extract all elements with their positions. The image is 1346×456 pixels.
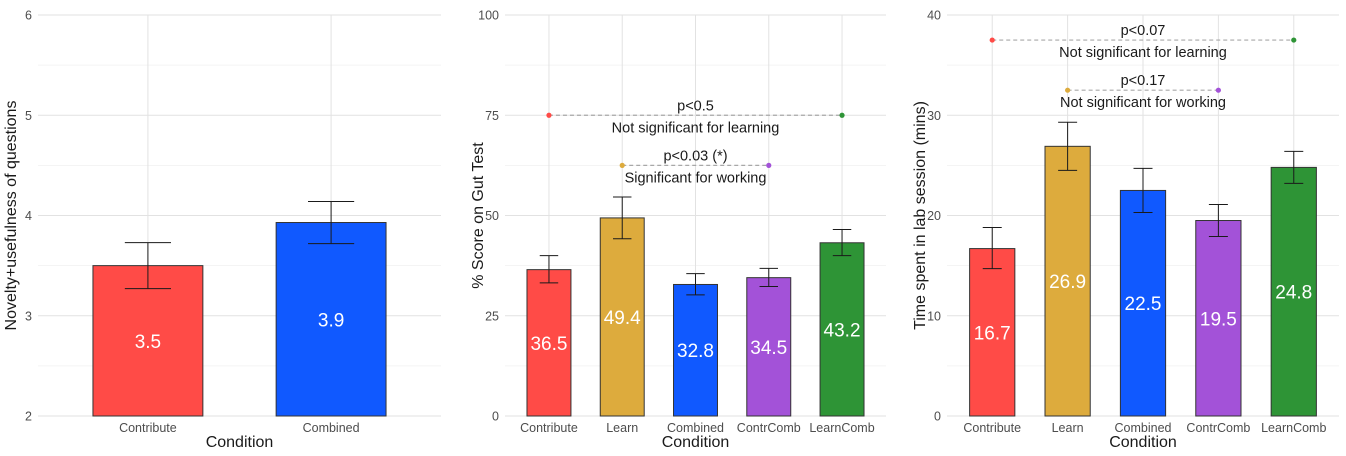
bar-value-label: 32.8 bbox=[677, 341, 714, 362]
bar-value-label: 22.5 bbox=[1125, 294, 1162, 315]
bar-value-label: 3.5 bbox=[135, 332, 161, 353]
x-tick-label: LearnComb bbox=[1261, 421, 1326, 435]
bar-value-label: 16.7 bbox=[974, 323, 1011, 344]
chart-panel-3: 0 10 20 30 40 16.7 26.9 22.5 19.5 24.8 p<0.07 Not s… bbox=[912, 9, 1339, 451]
y-tick-label: 0 bbox=[492, 410, 499, 424]
significance-note: Significant for working bbox=[625, 170, 767, 186]
y-tick-label: 20 bbox=[927, 209, 941, 223]
x-axis-title: Condition bbox=[662, 434, 730, 451]
x-tick-label: Learn bbox=[1052, 421, 1084, 435]
y-tick-label: 30 bbox=[927, 109, 941, 123]
significance-endpoint bbox=[1291, 37, 1297, 43]
x-tick-label: Combined bbox=[303, 421, 360, 435]
y-axis-title: % Score on Gut Test bbox=[470, 142, 487, 289]
bar-value-label: 26.9 bbox=[1049, 272, 1086, 293]
y-tick-label: 4 bbox=[25, 209, 32, 223]
significance-note: Not significant for learning bbox=[1059, 45, 1227, 61]
significance-note: Not significant for working bbox=[1060, 95, 1226, 111]
significance-endpoint bbox=[619, 162, 625, 168]
bar-value-label: 34.5 bbox=[750, 338, 787, 359]
significance-pvalue: p<0.5 bbox=[677, 98, 714, 114]
y-tick-label: 3 bbox=[25, 309, 32, 323]
y-axis-title: Time spent in lab session (mins) bbox=[912, 101, 929, 330]
significance-endpoint bbox=[1215, 87, 1221, 93]
bar-contrcomb bbox=[1195, 220, 1242, 417]
significance-pvalue: p<0.07 bbox=[1121, 23, 1166, 39]
y-tick-label: 6 bbox=[25, 9, 32, 23]
y-tick-label: 25 bbox=[485, 309, 499, 323]
y-tick-label: 2 bbox=[25, 410, 32, 424]
x-axis-title: Condition bbox=[206, 434, 274, 451]
significance-pvalue: p<0.17 bbox=[1121, 73, 1166, 89]
y-tick-label: 100 bbox=[478, 9, 499, 23]
chart-panel-1: 2 3 4 5 6 3.5 3.9 Contribute Combined Condition No… bbox=[3, 9, 441, 451]
bar-value-label: 24.8 bbox=[1275, 283, 1312, 304]
bar-value-label: 3.9 bbox=[318, 310, 344, 331]
bar-combined bbox=[275, 222, 387, 417]
bar-contrcomb bbox=[746, 277, 792, 417]
x-tick-label: ContrComb bbox=[1186, 421, 1250, 435]
x-tick-label: ContrComb bbox=[737, 421, 801, 435]
significance-endpoint bbox=[839, 112, 845, 118]
bar-value-label: 49.4 bbox=[604, 308, 641, 329]
bar-combined bbox=[1119, 189, 1167, 417]
significance-note: Not significant for learning bbox=[612, 120, 780, 136]
bar-value-label: 19.5 bbox=[1200, 309, 1237, 330]
bar-value-label: 43.2 bbox=[824, 320, 861, 341]
y-tick-label: 10 bbox=[927, 309, 941, 323]
bar-learn bbox=[599, 217, 645, 417]
y-tick-label: 50 bbox=[485, 209, 499, 223]
x-tick-label: Contribute bbox=[963, 421, 1021, 435]
x-tick-label: Learn bbox=[606, 421, 638, 435]
x-tick-label: Contribute bbox=[119, 421, 177, 435]
bar-value-label: 36.5 bbox=[530, 334, 567, 355]
bar-learncomb bbox=[819, 242, 865, 417]
bar-contribute bbox=[92, 265, 204, 417]
x-tick-label: Combined bbox=[1115, 421, 1172, 435]
significance-endpoint bbox=[989, 37, 995, 43]
bar-contribute bbox=[969, 248, 1016, 417]
bar-contribute bbox=[526, 269, 572, 417]
y-tick-label: 5 bbox=[25, 109, 32, 123]
x-axis-title: Condition bbox=[1109, 434, 1177, 451]
x-tick-label: Combined bbox=[667, 421, 724, 435]
significance-endpoint bbox=[766, 162, 772, 168]
y-axis-title: Novelty+usefulness of questions bbox=[3, 101, 20, 331]
bar-learncomb bbox=[1270, 166, 1317, 417]
y-tick-label: 75 bbox=[485, 109, 499, 123]
significance-pvalue: p<0.03 (*) bbox=[663, 148, 727, 164]
bar-learn bbox=[1044, 145, 1091, 417]
significance-endpoint bbox=[546, 112, 552, 118]
bar-combined bbox=[673, 283, 718, 417]
significance-endpoint bbox=[1065, 87, 1071, 93]
y-tick-label: 40 bbox=[927, 9, 941, 23]
chart-panel-2: 0 25 50 75 100 36.5 49.4 32.8 34.5 43.2 p<0.5 Not s… bbox=[470, 9, 886, 451]
y-tick-label: 0 bbox=[934, 410, 941, 424]
x-tick-label: LearnComb bbox=[809, 421, 874, 435]
x-tick-label: Contribute bbox=[520, 421, 578, 435]
